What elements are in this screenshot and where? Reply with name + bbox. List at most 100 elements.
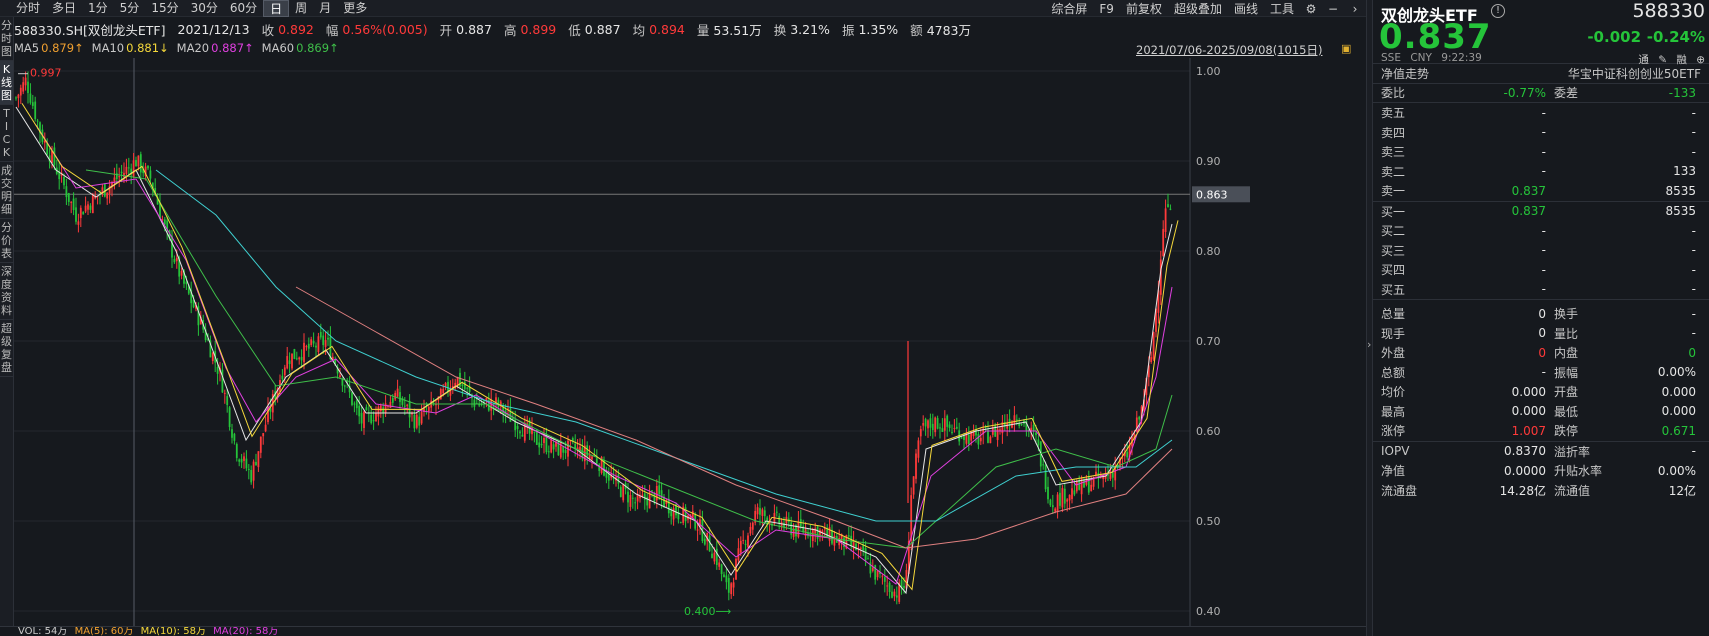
bids-row: 买一 0.837 8535 — [1373, 202, 1709, 222]
candle-body — [862, 544, 865, 551]
tool-composite[interactable]: 综合屏 — [1051, 2, 1088, 16]
candle-body — [936, 418, 939, 429]
tool-draw-line[interactable]: 画线 — [1233, 2, 1258, 16]
panel-divider[interactable] — [1366, 0, 1373, 636]
kline-svg[interactable]: 1.00 0.90 0.80 0.70 0.60 0.50 0.40 0.863 0.997 0.… — [14, 58, 1366, 626]
fund-label: 流通盘 — [1381, 483, 1418, 498]
candle-body — [1015, 419, 1018, 421]
candle-body — [519, 431, 521, 434]
asks-volume: 133 — [1673, 164, 1696, 179]
trend-row[interactable]: 净值走势 华宝中证科创创业50ETF — [1373, 64, 1709, 84]
candle-body — [879, 572, 881, 574]
candle-body — [295, 358, 298, 360]
candle-body — [948, 424, 951, 429]
tong-badge: 通 — [1638, 54, 1649, 66]
rail-item-5[interactable]: 深度资料 — [0, 263, 13, 320]
candle-body — [737, 548, 740, 561]
info-icon[interactable]: ! — [1491, 4, 1505, 18]
rong-badge: 融 — [1676, 54, 1687, 66]
candle-body — [1068, 494, 1071, 501]
candle-body — [1013, 415, 1016, 425]
rail-item-0[interactable]: 分时图 — [0, 17, 13, 61]
candle-body — [223, 392, 226, 394]
tool-forward-adjust[interactable]: 前复权 — [1125, 2, 1162, 16]
rail-item-6[interactable]: 超级复盘 — [0, 320, 13, 377]
candle-body — [778, 516, 781, 524]
candle-body — [34, 101, 37, 120]
candle-body — [391, 397, 394, 403]
candle-body — [132, 160, 135, 177]
period-tab-8[interactable]: 周 — [295, 0, 308, 15]
kline-chart[interactable]: 1.00 0.90 0.80 0.70 0.60 0.50 0.40 0.863 0.997 0.… — [14, 58, 1366, 626]
y-tick-label: 0.80 — [1196, 245, 1221, 258]
stat-value: - — [1541, 365, 1546, 380]
ma-line-ma5 — [15, 106, 1173, 595]
candle-body — [154, 188, 157, 195]
candle-body — [89, 205, 92, 210]
candle-body — [492, 403, 495, 406]
fund-code: 588330 — [1632, 0, 1705, 22]
rail-char: K — [2, 146, 11, 159]
candle-body — [120, 171, 123, 174]
date-range-label[interactable]: 2021/07/06-2025/09/08(1015日) — [1136, 43, 1323, 57]
candle-body — [187, 285, 190, 294]
candle-body — [139, 154, 142, 173]
candle-body — [783, 523, 785, 528]
ma60-label: MA60 — [261, 41, 295, 55]
candle-body — [447, 381, 449, 392]
collapse-panel-icon[interactable]: › — [1367, 338, 1372, 351]
period-tab-0[interactable]: 分时 — [16, 0, 41, 15]
add-icon[interactable]: ⊕ — [1696, 54, 1705, 66]
rail-char: C — [2, 133, 11, 146]
tool-overlay[interactable]: 超级叠加 — [1173, 2, 1222, 16]
candle-body — [399, 392, 401, 402]
candle-body — [17, 94, 20, 99]
stat-value: 0.000 — [1511, 404, 1546, 419]
candle-body — [127, 167, 130, 169]
fund-value: 0.8370 — [1504, 444, 1546, 459]
candle-body — [312, 341, 315, 344]
trend-label: 净值走势 — [1381, 66, 1430, 81]
stat-label: 现手 — [1381, 326, 1406, 341]
candle-body — [555, 441, 557, 447]
edit-icon[interactable]: ✎ — [1658, 54, 1667, 66]
chevron-right-icon[interactable]: › — [1352, 1, 1358, 16]
candle-body — [331, 356, 334, 360]
candle-body — [816, 526, 819, 539]
y-tick-label: 0.50 — [1196, 515, 1221, 528]
tool-tools[interactable]: 工具 — [1269, 2, 1294, 16]
candle-body — [955, 426, 958, 429]
candle-body — [523, 422, 526, 441]
settings-icon[interactable]: ⚙ — [1305, 1, 1317, 16]
candle-body — [691, 511, 694, 518]
minus-icon[interactable]: − — [1327, 1, 1339, 16]
period-tab-9[interactable]: 月 — [319, 0, 332, 15]
lock-icon[interactable]: ▣ — [1341, 42, 1352, 55]
candle-body — [204, 329, 207, 341]
bids-price: - — [1541, 262, 1546, 277]
fund-value: - — [1691, 444, 1696, 459]
period-tab-2[interactable]: 1分 — [88, 0, 108, 15]
period-tab-7[interactable]: 日 — [263, 0, 290, 17]
candle-body — [166, 220, 169, 230]
candle-body — [142, 168, 145, 174]
currency-label: CNY — [1410, 52, 1432, 64]
candle-body — [871, 567, 874, 571]
rail-item-3[interactable]: 成交明细 — [0, 162, 13, 219]
period-tab-6[interactable]: 60分 — [229, 0, 258, 15]
candle-body — [1109, 471, 1112, 479]
period-tab-4[interactable]: 15分 — [151, 0, 179, 15]
bids-price: - — [1541, 243, 1546, 258]
candle-body — [348, 385, 351, 393]
period-tab-5[interactable]: 30分 — [190, 0, 218, 15]
rail-item-4[interactable]: 分价表 — [0, 219, 13, 263]
tool-f9[interactable]: F9 — [1099, 1, 1114, 16]
period-tab-1[interactable]: 多日 — [52, 0, 77, 15]
period-tab-10[interactable]: 更多 — [343, 0, 368, 15]
period-tab-3[interactable]: 5分 — [119, 0, 140, 15]
candle-body — [228, 407, 231, 428]
candle-body — [1047, 486, 1049, 500]
